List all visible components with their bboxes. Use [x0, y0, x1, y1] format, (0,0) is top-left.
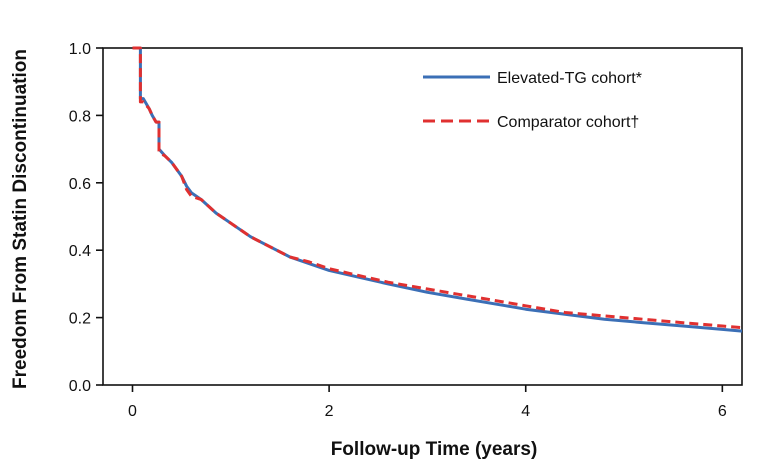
legend-label-elevated-tg: Elevated-TG cohort*	[497, 70, 642, 87]
legend: Elevated-TG cohort* Comparator cohort†	[423, 70, 642, 131]
x-tick-label: 6	[718, 403, 727, 420]
y-tick-label: 0.6	[69, 176, 91, 193]
x-tick-label: 0	[128, 403, 137, 420]
y-tick-label: 1.0	[69, 41, 91, 58]
series-layer	[132, 46, 743, 333]
y-tick-label: 0.8	[69, 108, 91, 125]
y-tick-label: 0.4	[69, 243, 91, 260]
legend-label-comparator: Comparator cohort†	[497, 114, 639, 131]
series-line-elevated-tg	[132, 46, 743, 333]
x-axis-title: Follow-up Time (years)	[331, 439, 538, 460]
y-tick-label: 0.2	[69, 311, 91, 328]
y-tick-label: 0.0	[69, 378, 91, 395]
x-tick-label: 2	[325, 403, 334, 420]
axes-layer: 0.0 0.2 0.4 0.6 0.8 1.0 0 2 4 6	[69, 41, 743, 420]
y-axis-title: Freedom From Statin Discontinuation	[10, 49, 31, 389]
x-tick-label: 4	[521, 403, 530, 420]
series-line-comparator	[132, 46, 743, 330]
plot-frame	[102, 47, 743, 386]
